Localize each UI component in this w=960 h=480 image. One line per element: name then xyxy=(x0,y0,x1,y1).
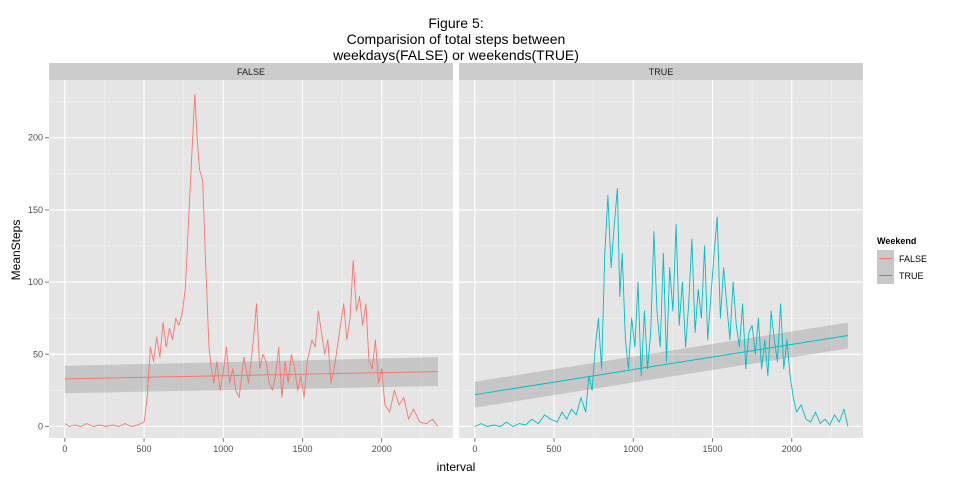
x-tick-label-true: 1000 xyxy=(623,444,643,454)
y-tick-label: 50 xyxy=(33,349,43,359)
panel-strip-false xyxy=(49,63,453,80)
y-tick-label: 100 xyxy=(28,277,43,287)
legend: Weekend FALSE TRUE xyxy=(877,236,927,284)
x-tick-label-true: 1500 xyxy=(702,444,722,454)
x-tick-label-false: 1500 xyxy=(292,444,312,454)
x-tick-label-false: 0 xyxy=(62,444,67,454)
y-axis-title: MeanSteps xyxy=(9,220,23,281)
panel-strip-label-false: FALSE xyxy=(237,67,265,77)
x-tick-label-true: 0 xyxy=(472,444,477,454)
x-tick-label-false: 2000 xyxy=(372,444,392,454)
series-line-false xyxy=(64,93,439,427)
trend-line-false xyxy=(64,371,438,380)
plot-background-false xyxy=(49,80,453,438)
x-tick-label-true: 500 xyxy=(547,444,562,454)
chart-title-line-3: weekdays(FALSE) or weekends(TRUE) xyxy=(332,47,579,63)
y-tick-label: 0 xyxy=(38,421,43,431)
chart-title-line-2: Comparision of total steps between xyxy=(347,31,566,47)
panel-strip-true xyxy=(459,63,863,80)
plot-background-true xyxy=(459,80,863,438)
legend-label-false: FALSE xyxy=(899,254,927,264)
x-tick-label-true: 2000 xyxy=(782,444,802,454)
x-tick-label-false: 500 xyxy=(137,444,152,454)
y-tick-label: 200 xyxy=(28,133,43,143)
panel-strip-label-true: TRUE xyxy=(649,67,674,77)
legend-entry-true: TRUE xyxy=(877,267,924,284)
legend-label-true: TRUE xyxy=(899,271,924,281)
chart-title-line-1: Figure 5: xyxy=(428,15,483,31)
legend-entry-false: FALSE xyxy=(877,250,927,267)
x-tick-label-false: 1000 xyxy=(213,444,233,454)
panel-true: TRUE xyxy=(459,63,863,438)
trend-line-true xyxy=(474,335,849,396)
x-axis-title: interval xyxy=(437,460,476,474)
y-tick-label: 150 xyxy=(28,205,43,215)
legend-title: Weekend xyxy=(877,236,916,246)
series-line-true xyxy=(474,187,849,427)
panel-false: FALSE xyxy=(49,63,453,438)
x-axes: 0 500 1000 1500 2000 0 500 1000 1500 2000 xyxy=(62,438,802,454)
y-axis: 0 50 100 150 200 xyxy=(28,133,49,431)
